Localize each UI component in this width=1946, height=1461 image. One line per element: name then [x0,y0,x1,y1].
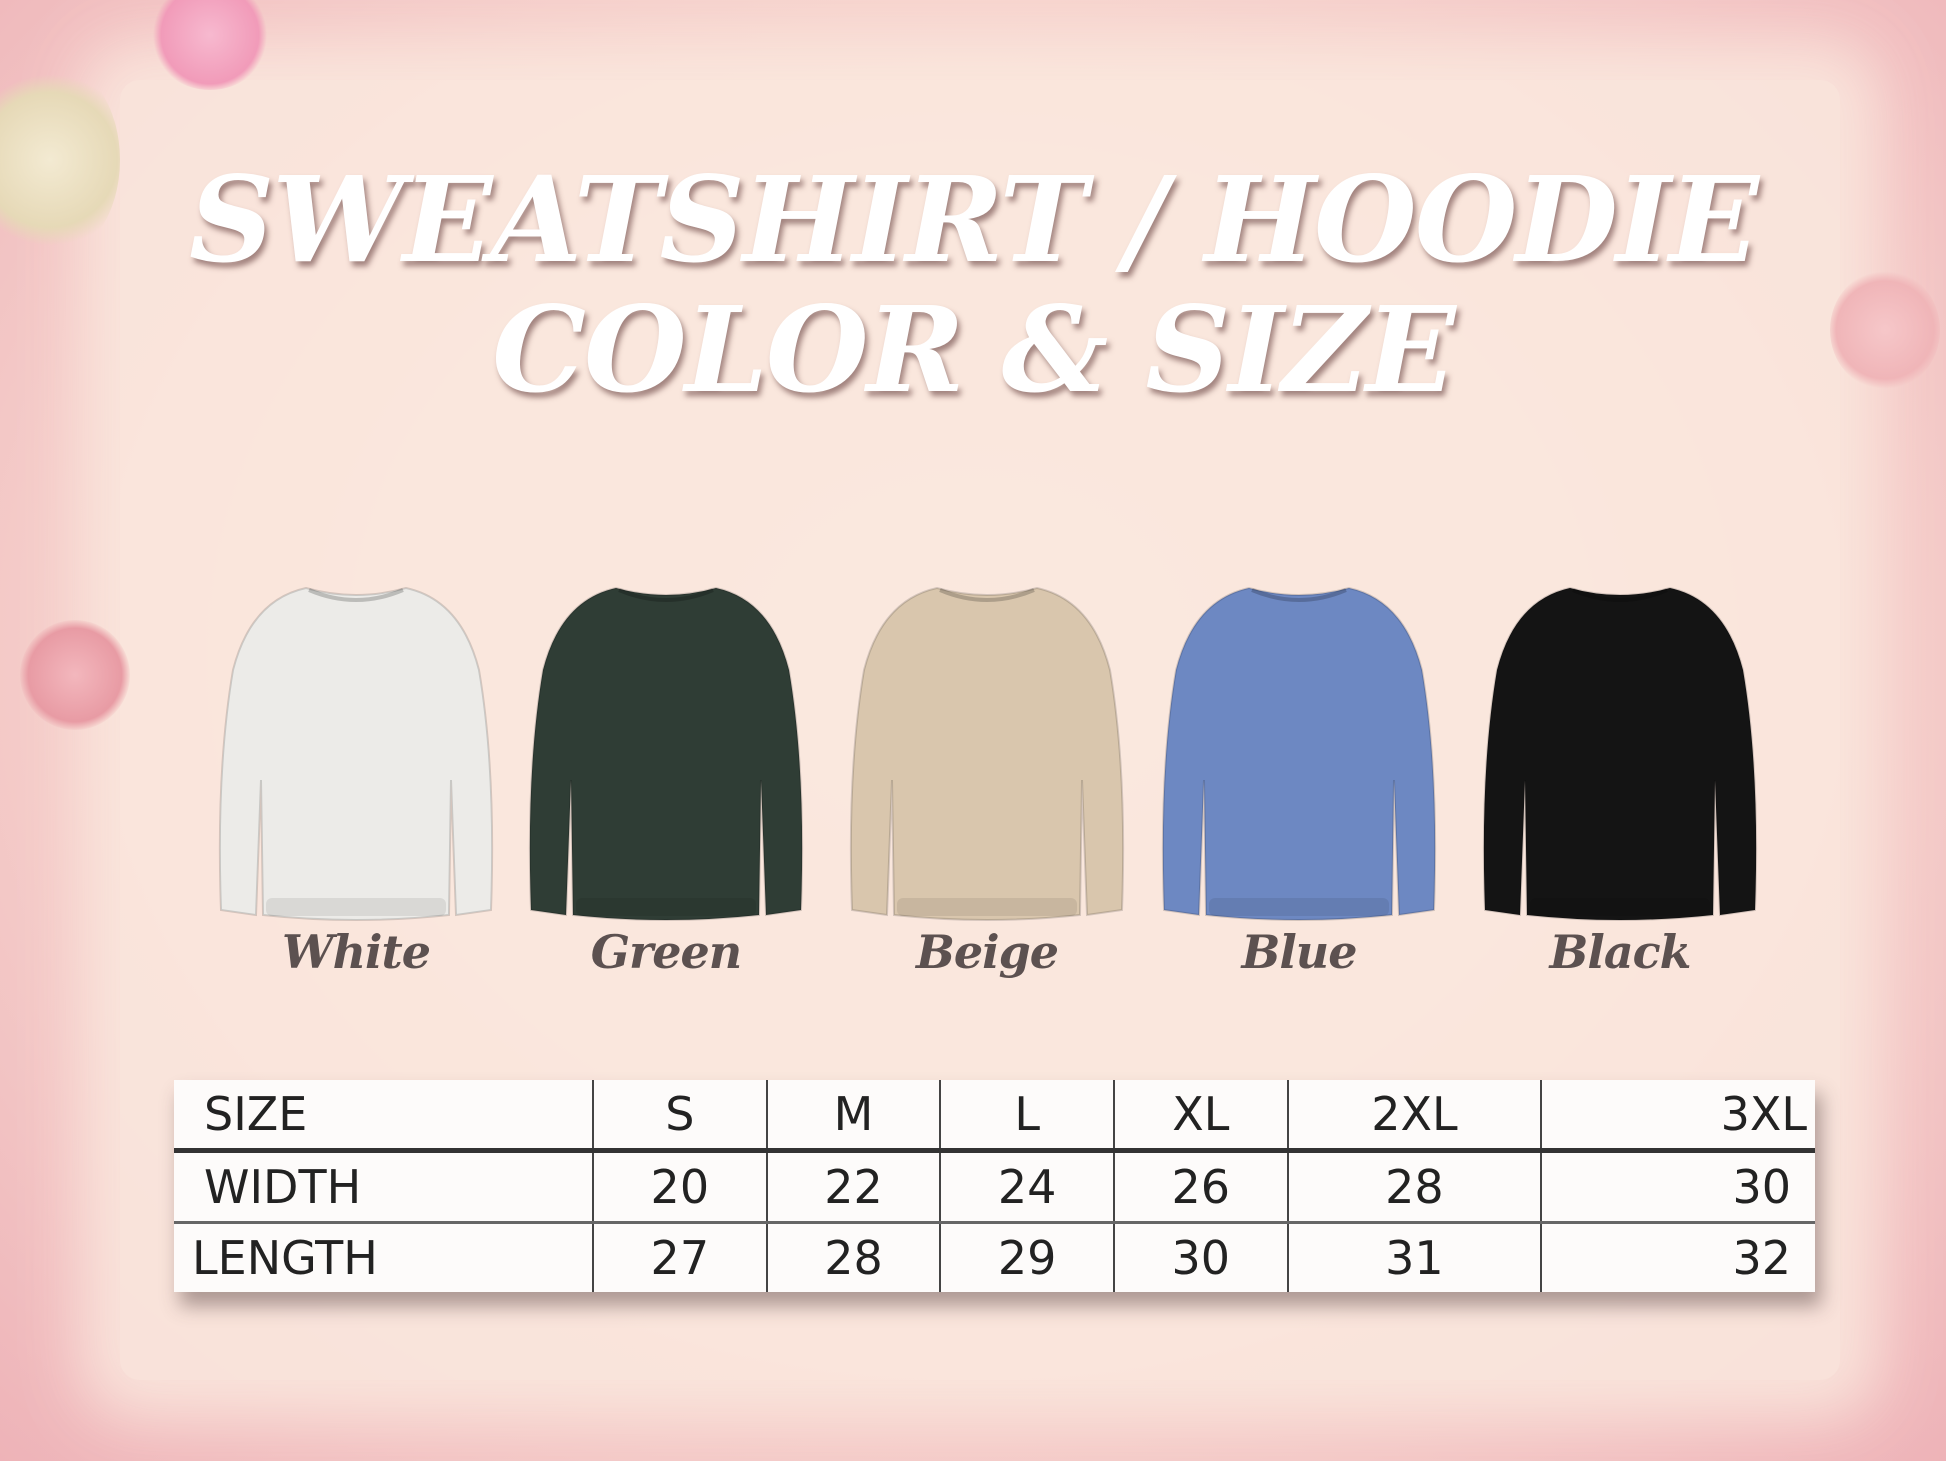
table-cell: 31 [1286,1222,1542,1292]
header-cell: XL [1112,1080,1288,1153]
table-cell: 24 [939,1150,1114,1224]
sweatshirt-blue [1154,580,1444,930]
color-label: Black [1549,925,1691,979]
sweatshirt-green [521,580,811,930]
color-label: Green [590,925,743,979]
header-cell: S [592,1080,767,1153]
header-cell: 2XL [1286,1080,1542,1153]
size-chart-table: SIZE S M L XL 2XL 3XL WIDTH 20 22 24 26 … [174,1080,1815,1292]
row-label: WIDTH [174,1150,593,1224]
table-cell: 30 [1112,1222,1288,1292]
sweatshirt-black [1475,580,1765,930]
title-line-2: COLOR & SIZE [492,280,1456,419]
table-cell: 30 [1540,1150,1815,1224]
table-cell: 22 [765,1150,941,1224]
table-header-row: SIZE S M L XL 2XL 3XL [174,1080,1815,1153]
flower-decoration [150,0,270,90]
table-row-width: WIDTH 20 22 24 26 28 30 [174,1150,1815,1224]
color-label: Blue [1241,925,1357,979]
header-cell: M [765,1080,941,1153]
table-cell: 26 [1112,1150,1288,1224]
header-cell: L [939,1080,1114,1153]
table-cell: 20 [592,1150,767,1224]
sweatshirt-beige [842,580,1132,930]
sweatshirt-white [211,580,501,930]
table-cell: 29 [939,1222,1114,1292]
title-line-1: SWEATSHIRT / HOODIE [188,150,1759,289]
table-cell: 28 [765,1222,941,1292]
table-cell: 32 [1540,1222,1815,1292]
header-cell: SIZE [174,1080,593,1153]
table-cell: 28 [1286,1150,1542,1224]
flower-decoration [0,60,120,260]
button-decoration [1830,270,1940,390]
header-cell: 3XL [1540,1080,1815,1153]
button-decoration [20,620,130,730]
table-cell: 27 [592,1222,767,1292]
table-row-length: LENGTH 27 28 29 30 31 32 [174,1222,1815,1292]
row-label: LENGTH [192,1231,378,1285]
color-label: White [281,925,431,979]
color-label: Beige [915,925,1059,979]
